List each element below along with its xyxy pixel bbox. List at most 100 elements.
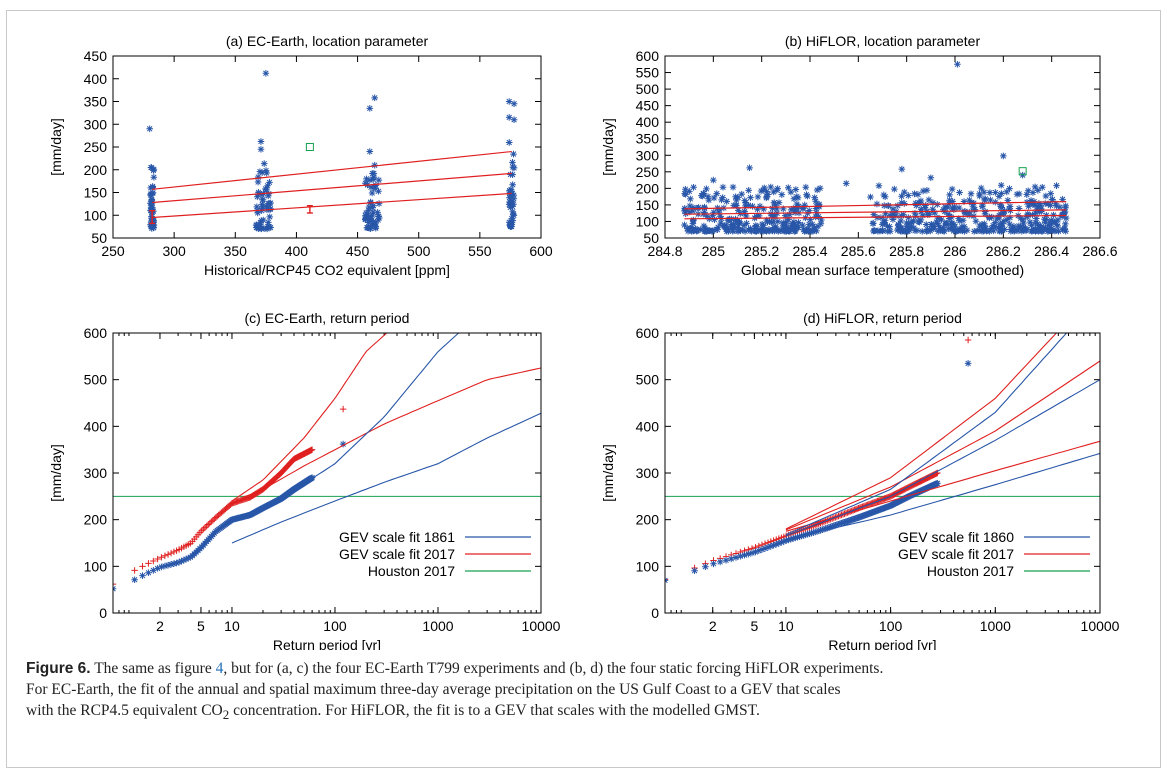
- data-point: [372, 182, 380, 189]
- data-point: [1029, 201, 1037, 208]
- data-point: [743, 220, 750, 227]
- data-point: [260, 160, 268, 167]
- data-point: [508, 215, 516, 222]
- data-point: [718, 196, 725, 204]
- legend-label: GEV scale fit 1860: [898, 529, 1014, 545]
- data-point: [772, 540, 780, 548]
- data-point: [1015, 224, 1022, 232]
- data-point: [903, 219, 910, 227]
- data-point: [741, 208, 748, 215]
- y-tick-label: 400: [84, 71, 108, 87]
- data-point: [992, 198, 999, 206]
- data-point: [770, 541, 777, 549]
- data-point-outlier: [510, 116, 518, 123]
- data-point-outlier: [746, 164, 753, 172]
- data-point: [741, 551, 748, 559]
- x-tick-label: 285.4: [792, 243, 827, 259]
- y-tick-label: 350: [636, 131, 660, 147]
- data-point-outlier: [371, 94, 378, 102]
- data-point: [773, 205, 781, 213]
- y-tick-label: 450: [636, 98, 660, 114]
- data-point: [689, 207, 697, 215]
- data-point: [901, 200, 908, 207]
- x-tick-label: 285.6: [841, 243, 876, 259]
- figure-reference-link[interactable]: 4: [215, 660, 224, 677]
- y-tick-label: 50: [643, 230, 659, 246]
- data-point: [996, 227, 1003, 235]
- y-tick-label: 50: [91, 230, 107, 246]
- data-point: [891, 185, 898, 193]
- data-point: [203, 522, 210, 530]
- data-point: [1014, 227, 1022, 235]
- data-point: [792, 206, 800, 213]
- data-point: [919, 212, 927, 219]
- data-point-outlier: [257, 138, 265, 145]
- data-point: [946, 196, 953, 204]
- data-point: [710, 208, 718, 216]
- data-point: [897, 217, 905, 225]
- data-point: [1007, 226, 1015, 233]
- data-point: [948, 223, 955, 231]
- data-point: [201, 524, 209, 531]
- data-point-outlier: [898, 165, 906, 173]
- data-point: [1003, 216, 1011, 223]
- data-point: [769, 218, 777, 226]
- data-point: [894, 202, 902, 209]
- data-point: [148, 164, 155, 171]
- data-point: [509, 163, 517, 171]
- data-point: [935, 215, 943, 222]
- data-point: [1055, 227, 1062, 235]
- data-point-outlier: [842, 180, 850, 187]
- data-point: [949, 198, 956, 205]
- data-point: [900, 211, 907, 218]
- data-point: [770, 199, 778, 207]
- data-point: [1042, 192, 1050, 200]
- data-point: [164, 551, 172, 558]
- chart-title: (a) EC-Earth, location parameter: [226, 33, 429, 49]
- data-point: [1053, 202, 1060, 210]
- data-point: [1031, 183, 1039, 191]
- data-point: [716, 558, 724, 566]
- data-point: [889, 216, 897, 223]
- x-tick-label: 10000: [522, 618, 561, 634]
- data-point: [264, 192, 272, 200]
- y-tick-label: 200: [636, 512, 660, 528]
- chart-panel-a: (a) EC-Earth, location parameter Historic…: [48, 33, 553, 278]
- caption-text-1a: The same as figure: [90, 660, 216, 677]
- data-point-outlier: [366, 148, 374, 155]
- data-point: [752, 548, 759, 556]
- data-point: [369, 204, 376, 211]
- data-point: [1000, 210, 1007, 218]
- data-point: [898, 212, 905, 220]
- y-tick-label: 100: [636, 213, 660, 229]
- data-point: [1048, 196, 1056, 204]
- data-point: [167, 561, 175, 568]
- data-point: [267, 205, 274, 213]
- data-point: [756, 202, 764, 210]
- data-point: [1001, 226, 1008, 233]
- data-point: [704, 193, 712, 200]
- y-tick-label: 300: [84, 465, 108, 481]
- chart-panel-d: (d) HiFLOR, return period Return period […: [600, 310, 1120, 650]
- data-point: [912, 199, 919, 207]
- data-point: [771, 226, 778, 233]
- data-point: [509, 208, 517, 216]
- caption-line-1: Figure 6. The same as figure 4, but for …: [26, 658, 1151, 679]
- data-point: [131, 567, 138, 574]
- data-point: [507, 204, 514, 211]
- data-point: [780, 219, 787, 226]
- data-point: [987, 196, 994, 204]
- caption-label: Figure 6.: [26, 660, 91, 677]
- data-point: [919, 187, 927, 195]
- data-point: [807, 216, 814, 223]
- data-point: [737, 552, 744, 560]
- data-point: [770, 188, 777, 196]
- data-point: [921, 204, 929, 211]
- data-point: [510, 191, 517, 199]
- data-point: [783, 224, 791, 231]
- data-point: [1034, 220, 1041, 228]
- data-point: [1006, 185, 1013, 192]
- data-point: [786, 211, 793, 218]
- data-point: [711, 216, 718, 223]
- y-tick-label: 500: [636, 372, 660, 388]
